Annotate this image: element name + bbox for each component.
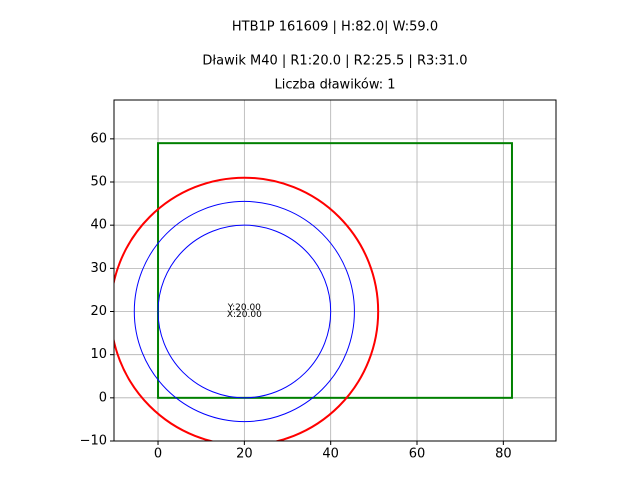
x-tick-label: 20 — [236, 447, 253, 462]
plot-area — [114, 100, 556, 441]
chart-subtitle: Dławik M40 | R1:20.0 | R2:25.5 | R3:31.0 — [202, 54, 467, 69]
circle — [133, 200, 355, 423]
x-tick-label: 0 — [154, 447, 162, 462]
y-tick-label: 30 — [90, 261, 107, 276]
y-tick-label: 20 — [90, 304, 107, 319]
axes-frame — [113, 99, 557, 442]
rectangle — [157, 142, 513, 399]
y-tick-label: −10 — [80, 434, 107, 449]
y-tick-label: 40 — [90, 218, 107, 233]
x-tick-label: 40 — [322, 447, 339, 462]
x-tick-label: 60 — [409, 447, 426, 462]
annotation: Y:20.00 — [227, 303, 261, 313]
circle — [157, 224, 332, 399]
annotation: X:20.00 — [227, 310, 262, 320]
y-tick-label: 0 — [99, 390, 107, 405]
circle — [114, 176, 380, 441]
chart-title: HTB1P 161609 | H:82.0| W:59.0 — [232, 20, 438, 35]
x-tick-label: 80 — [495, 447, 512, 462]
y-tick-label: 60 — [90, 131, 107, 146]
chart-caption: Liczba dławików: 1 — [274, 78, 395, 93]
y-tick-label: 50 — [90, 175, 107, 190]
y-tick-label: 10 — [90, 347, 107, 362]
